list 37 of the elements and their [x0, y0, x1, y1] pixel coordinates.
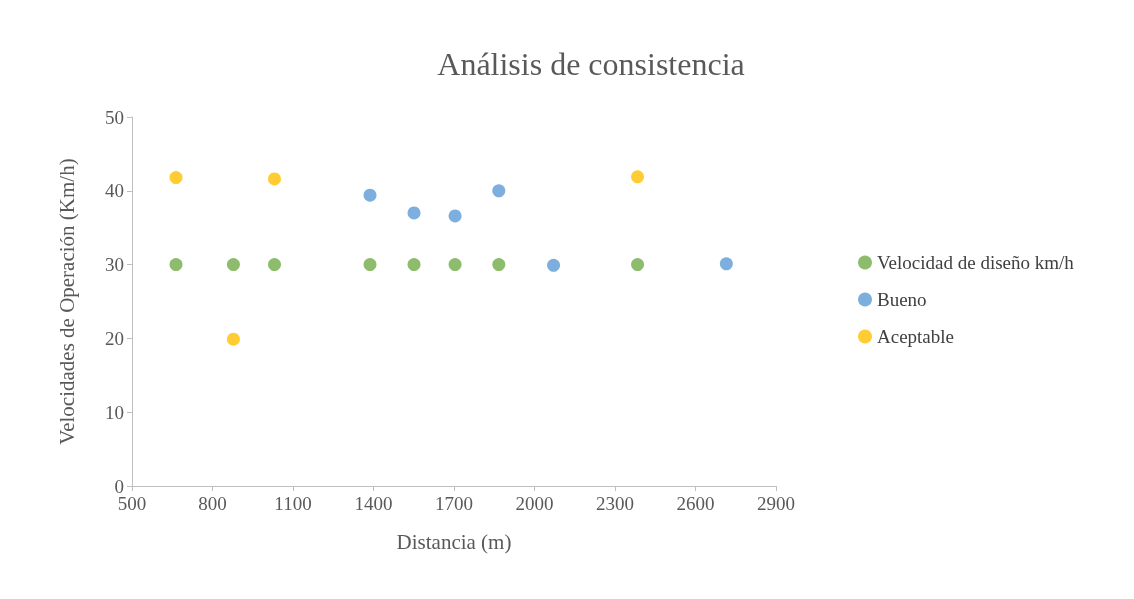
point — [719, 257, 733, 271]
legend-label: Velocidad de diseño km/h — [877, 252, 1075, 273]
legend-label: Bueno — [877, 289, 927, 310]
x-tick-label: 1700 — [435, 493, 473, 514]
x-tick-label: 1400 — [354, 493, 393, 514]
point — [226, 332, 240, 346]
y-tick-label: 30 — [105, 254, 124, 276]
point — [492, 184, 506, 198]
point — [169, 171, 183, 185]
point — [169, 258, 183, 272]
point — [492, 258, 506, 272]
x-tick-label: 1100 — [274, 493, 312, 514]
x-tick-label: 800 — [198, 493, 227, 514]
y-tick-label: 20 — [105, 327, 124, 349]
point — [547, 258, 561, 272]
x-tick-label: 2600 — [676, 493, 715, 514]
point — [363, 188, 377, 202]
y-axis-title: Velocidades de Operación (Km/h) — [54, 158, 79, 445]
x-tick-label: 2000 — [515, 493, 554, 514]
point — [363, 258, 377, 272]
point — [226, 258, 240, 272]
y-tick-label: 40 — [105, 180, 124, 202]
x-tick-label: 2900 — [757, 493, 795, 514]
point — [268, 258, 281, 272]
point — [407, 206, 421, 220]
point — [448, 209, 462, 223]
x-axis-title: Distancia (m) — [396, 529, 512, 554]
x-tick-label: 2300 — [596, 493, 634, 514]
chart-title: Análisis de consistencia — [437, 46, 745, 82]
legend-label: Aceptable — [877, 326, 955, 347]
point — [407, 258, 421, 272]
point — [268, 172, 281, 186]
y-tick-label: 50 — [105, 106, 124, 128]
point — [631, 170, 645, 184]
y-tick-label: 10 — [105, 401, 124, 423]
point — [448, 258, 462, 272]
point — [631, 258, 645, 272]
